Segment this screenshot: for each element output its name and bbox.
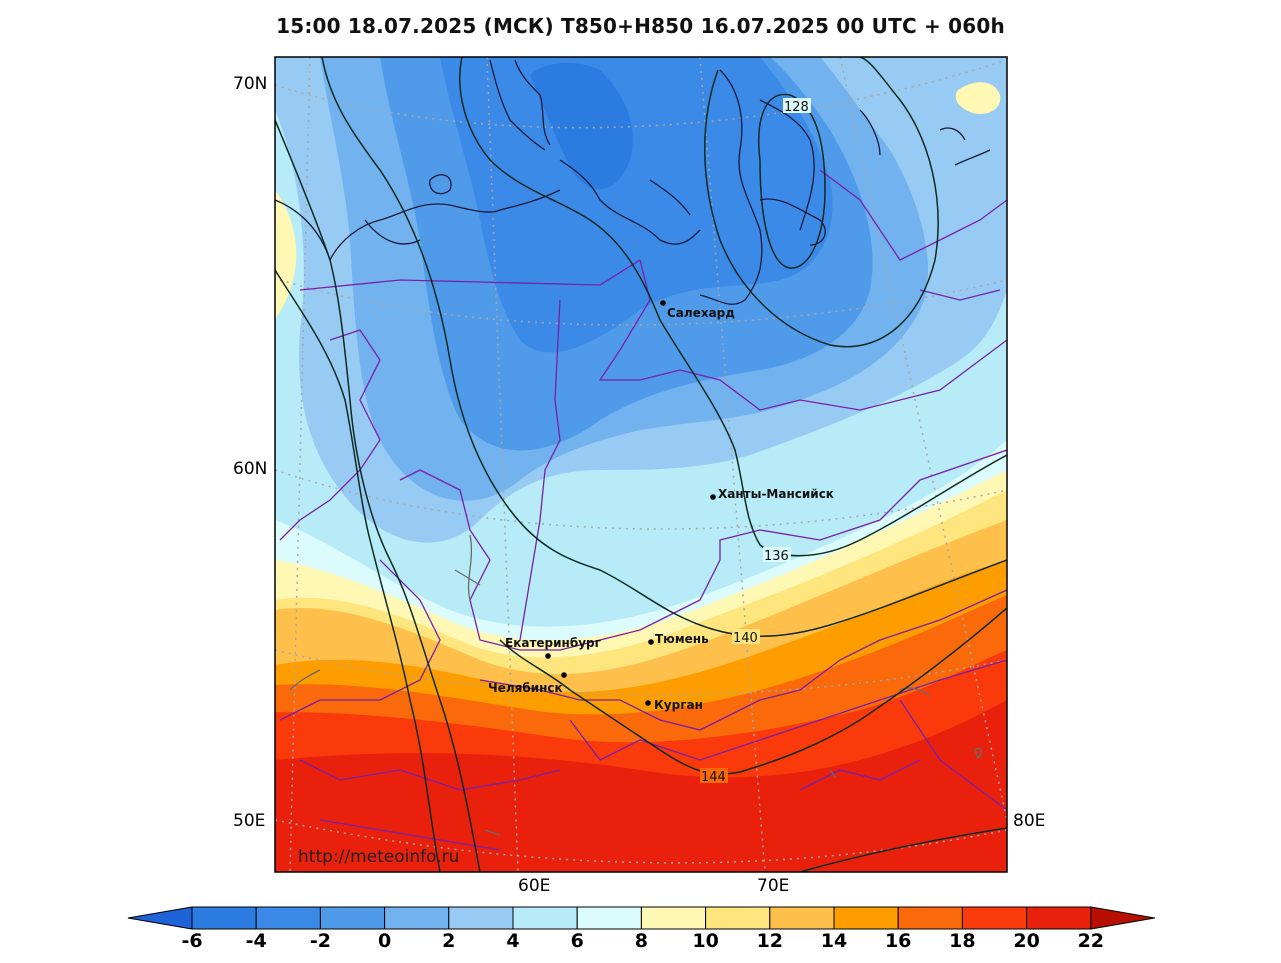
rivers-lakes xyxy=(289,534,983,836)
lon-label-80e: 80E xyxy=(1013,811,1046,831)
lon-label-70e: 70E xyxy=(757,876,790,896)
colorbar-tick-label: 12 xyxy=(756,930,784,952)
colorbar-swatch xyxy=(384,906,450,930)
contour-label-144: 144 xyxy=(701,770,726,785)
colorbar-swatch xyxy=(448,906,514,930)
colorbar-swatch xyxy=(255,906,321,930)
colorbar-tick-label: -4 xyxy=(245,930,267,952)
colorbar-over-arrow xyxy=(1090,906,1155,930)
map-title: 15:00 18.07.2025 (МСК) T850+H850 16.07.2… xyxy=(276,14,1005,38)
contour-label-140: 140 xyxy=(733,631,758,646)
city-label-chelyabinsk: Челябинск xyxy=(488,681,563,695)
colorbar-swatch xyxy=(833,906,899,930)
city-dot-khanty-mansiysk xyxy=(710,494,716,500)
colorbar-tick-label: 22 xyxy=(1077,930,1105,952)
city-label-salekhard: Салехард xyxy=(667,306,735,320)
colorbar-swatch xyxy=(191,906,257,930)
city-markers: Салехард Ханты-Мансийск Екатеринбург Тюм… xyxy=(488,300,834,712)
colorbar-swatch xyxy=(512,906,578,930)
city-dot-ekaterinburg xyxy=(545,653,551,659)
coastlines xyxy=(275,59,991,305)
colorbar-tick-label: 8 xyxy=(634,930,649,952)
city-label-khanty-mansiysk: Ханты-Мансийск xyxy=(718,487,834,501)
lon-label-60e: 60E xyxy=(518,876,551,896)
colorbar-tick-label: 14 xyxy=(820,930,848,952)
contour-labels: 128 136 140 144 xyxy=(700,98,811,785)
colorbar-tick-label: 18 xyxy=(949,930,976,952)
colorbar-swatch xyxy=(705,906,771,930)
city-dot-kurgan xyxy=(645,700,651,706)
lat-label-70n: 70N xyxy=(233,74,268,94)
colorbar-swatch xyxy=(961,906,1028,930)
colorbar-swatch xyxy=(1026,906,1092,930)
city-label-tyumen: Тюмень xyxy=(655,632,709,646)
colorbar-swatch xyxy=(769,906,835,930)
city-label-kurgan: Курган xyxy=(654,698,703,712)
map-frame xyxy=(274,56,1008,873)
colorbar-tick-label: -2 xyxy=(309,930,331,952)
contour-label-128: 128 xyxy=(784,100,809,115)
watermark-url: http://meteoinfo.ru xyxy=(298,847,459,867)
colorbar-tick-label: 2 xyxy=(442,930,456,952)
contour-label-136: 136 xyxy=(764,549,789,564)
colorbar-swatch xyxy=(897,906,963,930)
colorbar-tick-label: 4 xyxy=(506,930,520,952)
colorbar-swatch xyxy=(576,906,642,930)
colorbar-tick-label: 20 xyxy=(1013,930,1040,952)
colorbar-tick-label: 6 xyxy=(570,930,584,952)
colorbar-swatch xyxy=(640,906,707,930)
colorbar xyxy=(127,906,1155,930)
region-borders xyxy=(279,169,1007,851)
temperature-field xyxy=(275,57,1007,872)
city-dot-tyumen xyxy=(648,639,654,645)
city-label-ekaterinburg: Екатеринбург xyxy=(505,636,601,650)
colorbar-tick-label: -6 xyxy=(181,930,203,952)
geopotential-contours xyxy=(275,57,1007,872)
colorbar-swatch xyxy=(319,906,386,930)
colorbar-under-arrow xyxy=(127,906,193,930)
city-dot-salekhard xyxy=(660,300,666,306)
colorbar-tick-label: 0 xyxy=(377,930,392,952)
city-dot-chelyabinsk xyxy=(561,672,567,678)
lon-label-50e: 50E xyxy=(233,811,266,831)
lat-label-60n: 60N xyxy=(233,459,268,479)
colorbar-tick-label: 16 xyxy=(884,930,912,952)
colorbar-tick-label: 10 xyxy=(692,930,719,952)
